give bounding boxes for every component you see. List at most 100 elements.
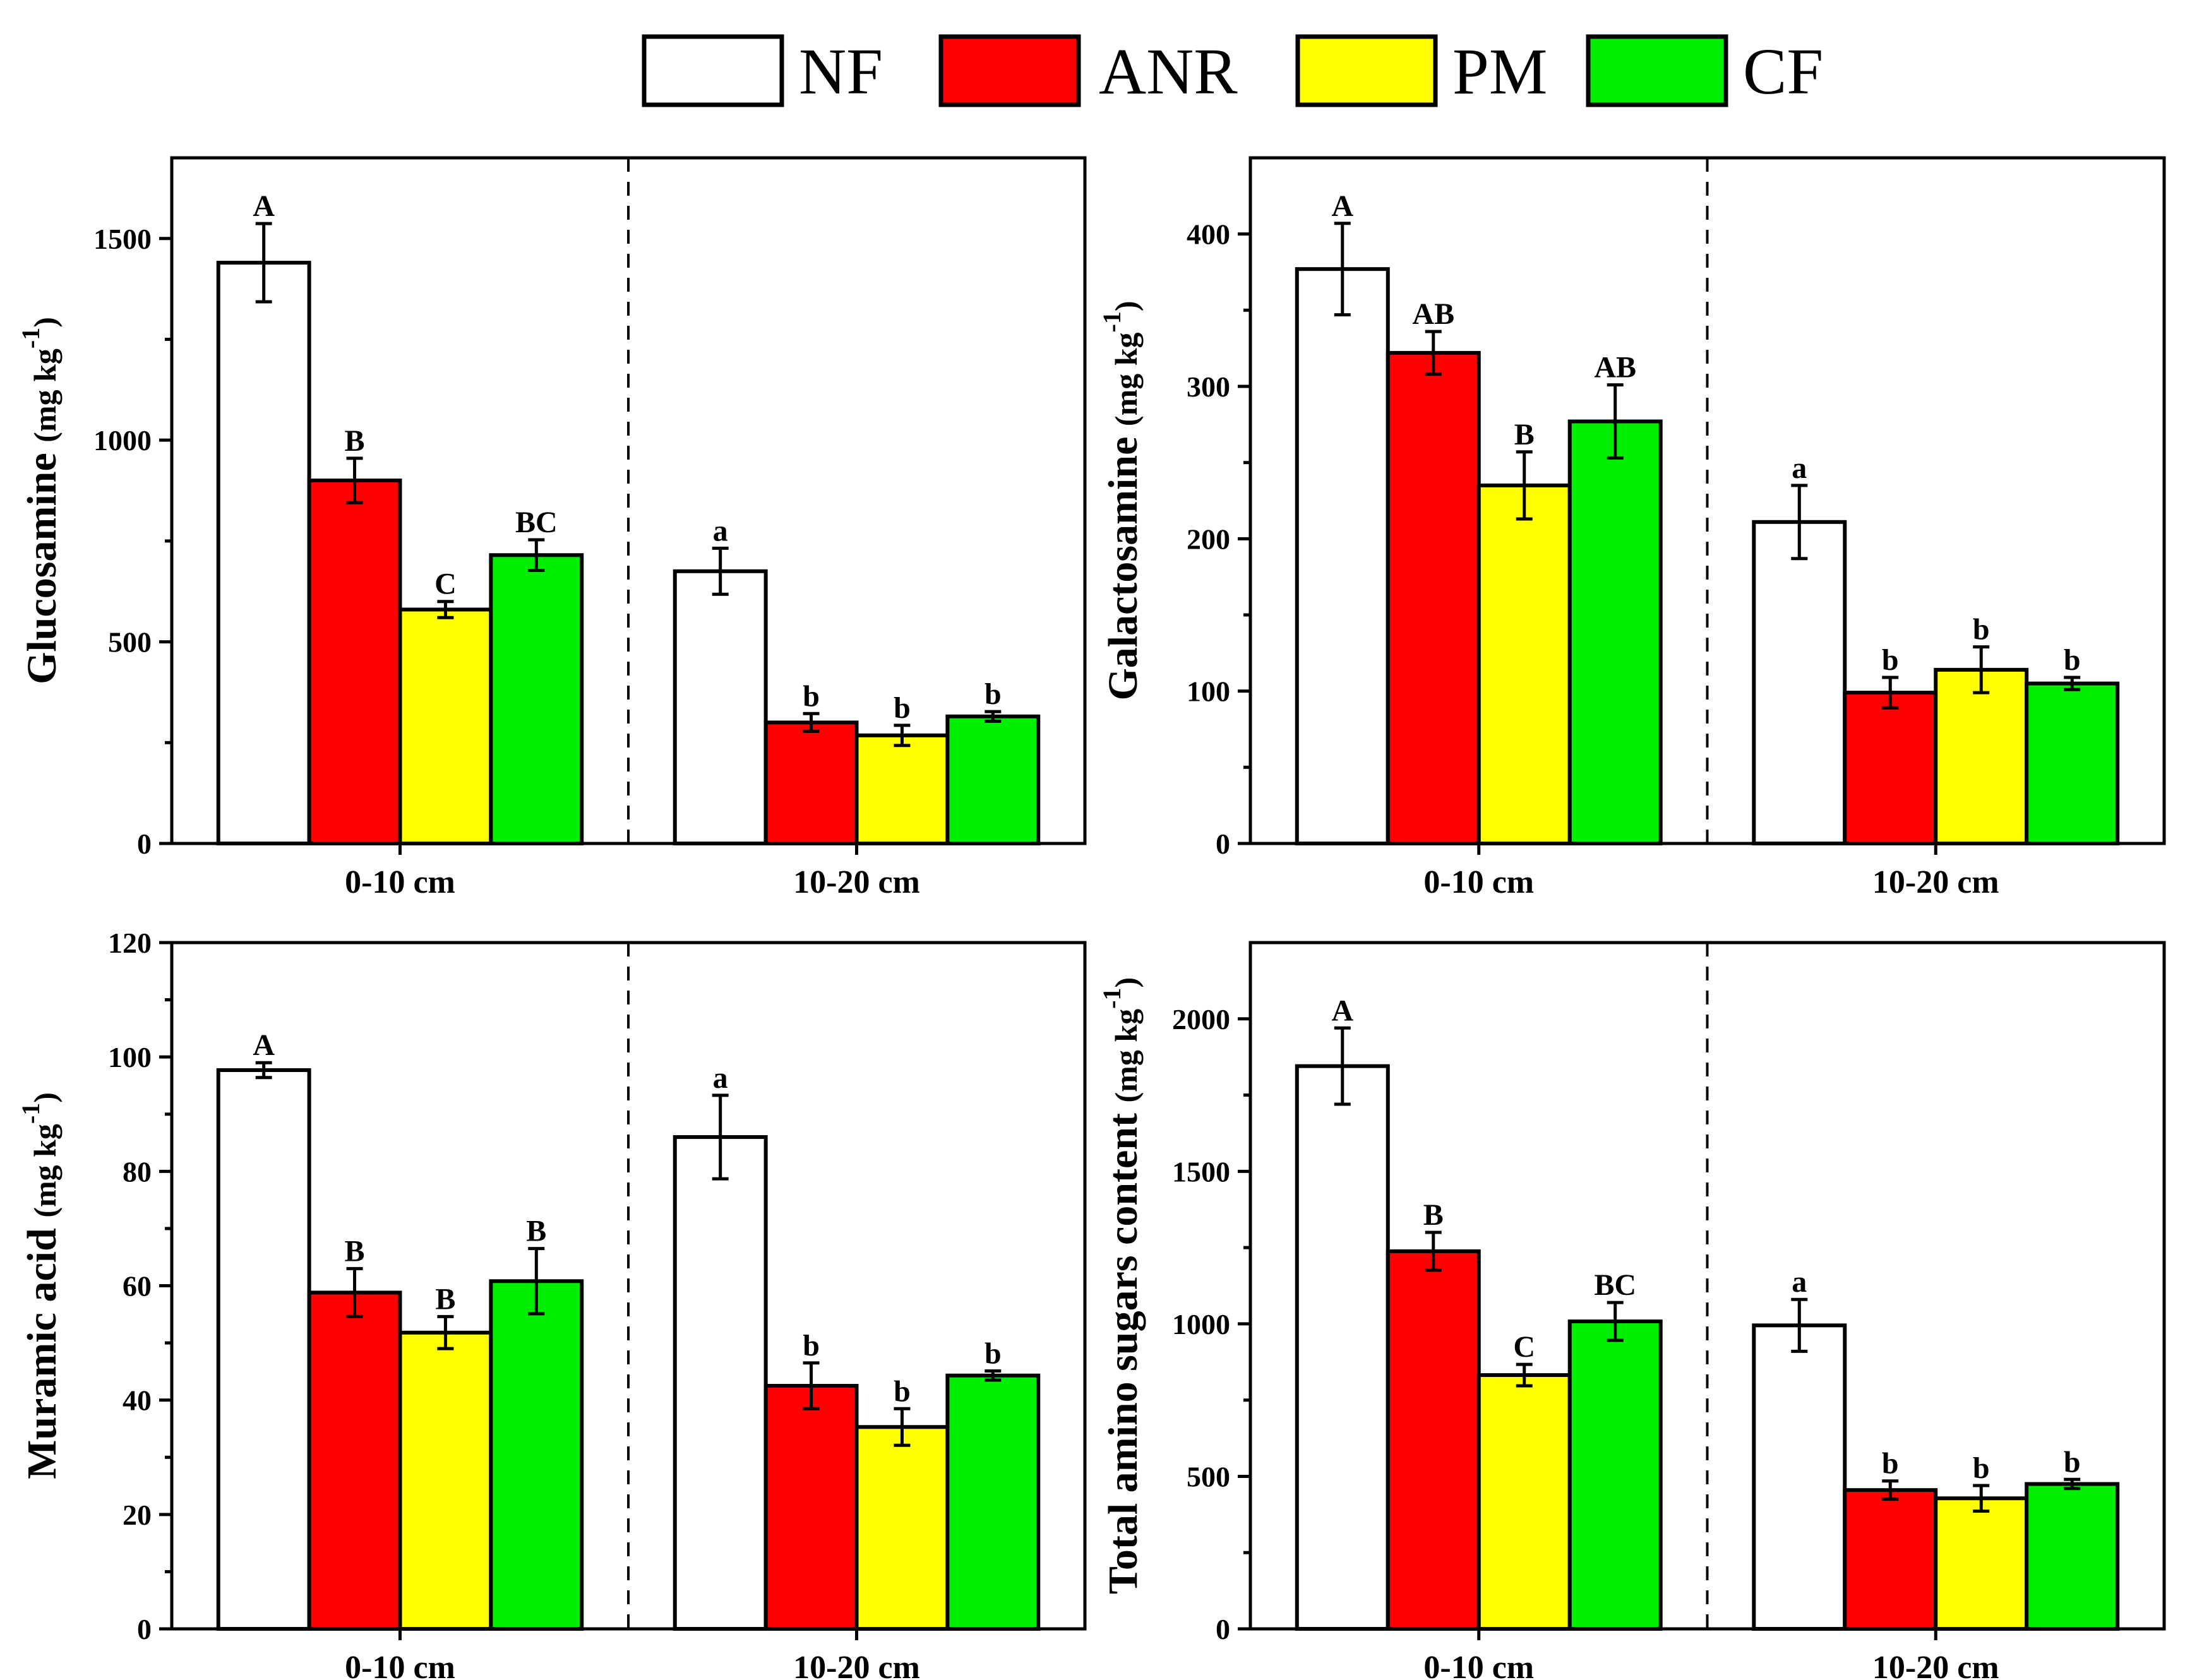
y-axis-title: Total amino sugars content (mg kg-1) — [1098, 977, 1146, 1594]
bar-nf — [216, 1068, 311, 1631]
y-tick-label: 1000 — [93, 424, 152, 456]
bar-pm — [1476, 483, 1572, 845]
bar-cf — [1567, 419, 1663, 845]
y-tick-label: 80 — [123, 1155, 152, 1188]
bar-anr — [307, 1290, 402, 1631]
significance-letter: b — [985, 1337, 1002, 1370]
y-axis-title-main: Muramic acid — [19, 1218, 65, 1479]
y-tick-label: 1000 — [1172, 1308, 1230, 1340]
significance-letter: C — [434, 568, 457, 601]
significance-letter: BC — [1594, 1268, 1636, 1302]
galactosamine-chart: 0 100 200 300 400 0-10 cm 10-20 cm A AB B AB a b b b Ga… — [1098, 156, 2166, 900]
bar-anr — [1386, 350, 1481, 845]
bar-nf — [216, 261, 311, 845]
bar-pm — [1934, 1496, 2029, 1631]
legend-label-nf: NF — [799, 35, 883, 108]
y-tick-label: 1500 — [93, 223, 152, 255]
significance-letter: a — [1792, 1265, 1807, 1299]
muramic-acid-chart: 0 20 40 60 80 100 120 0-10 cm 10-20 cm A B B Ba b b b Mu… — [16, 927, 1087, 1680]
y-axis-title-exponent: -1 — [1098, 311, 1126, 332]
y-tick-label: 2000 — [1172, 1003, 1230, 1035]
significance-letter: b — [803, 1329, 820, 1362]
y-tick-label: 1500 — [1172, 1155, 1230, 1188]
significance-letter: b — [2064, 1445, 2081, 1479]
bar-anr — [763, 1384, 859, 1631]
y-axis-title-close: ) — [27, 317, 63, 328]
bar-pm — [398, 1330, 493, 1631]
significance-letter: b — [1973, 613, 1990, 646]
y-tick-label: 200 — [1187, 523, 1230, 555]
y-tick-label: 20 — [123, 1499, 152, 1531]
bar-nf — [1295, 1064, 1390, 1631]
significance-letter: a — [713, 514, 728, 547]
y-tick-label: 0 — [137, 1613, 152, 1645]
x-tick-label: 0-10 cm — [1423, 1650, 1534, 1680]
legend-label-pm: PM — [1452, 35, 1547, 108]
significance-letter: b — [894, 1374, 911, 1408]
bar-cf — [2025, 1482, 2120, 1631]
significance-letter: B — [435, 1282, 455, 1316]
x-tick-label: 10-20 cm — [793, 864, 920, 900]
legend-swatch-anr — [938, 34, 1081, 107]
y-axis-title: Galactosamine (mg kg-1) — [1098, 301, 1146, 700]
significance-letter: A — [1331, 189, 1353, 223]
y-axis-title-close: ) — [1108, 301, 1144, 311]
significance-letter: AB — [1412, 297, 1454, 331]
significance-letter: b — [894, 691, 911, 725]
significance-letter: b — [2064, 643, 2081, 677]
y-tick-label: 0 — [1216, 828, 1230, 860]
y-tick-label: 120 — [108, 927, 152, 959]
y-axis-title-unit: (mg kg — [1108, 1009, 1144, 1103]
significance-letter: B — [345, 424, 365, 458]
y-axis-title-close: ) — [1108, 977, 1144, 988]
y-axis-title-exponent: -1 — [1098, 988, 1126, 1009]
x-tick-label: 10-20 cm — [1872, 864, 1999, 900]
legend-label-anr: ANR — [1099, 35, 1238, 108]
bar-nf — [1752, 520, 1847, 846]
bar-anr — [763, 720, 859, 845]
y-tick-label: 0 — [137, 828, 152, 860]
significance-letter: BC — [515, 506, 558, 539]
significance-letter: b — [1882, 643, 1899, 677]
y-axis-title-unit: (mg kg — [1108, 332, 1144, 426]
y-tick-label: 500 — [108, 626, 152, 658]
bar-anr — [1843, 691, 1938, 845]
bar-nf — [673, 569, 768, 845]
significance-letter: B — [1423, 1198, 1444, 1232]
y-tick-label: 500 — [1187, 1460, 1230, 1492]
bar-anr — [307, 479, 402, 845]
bar-cf — [489, 553, 584, 845]
significance-letter: A — [1331, 994, 1353, 1027]
bar-cf — [2025, 681, 2120, 845]
y-axis-title-exponent: -1 — [16, 1103, 45, 1124]
y-axis-title-main: Total amino sugars content — [1100, 1102, 1146, 1594]
legend-swatch-nf — [642, 34, 784, 107]
y-tick-label: 0 — [1216, 1613, 1230, 1645]
significance-letter: C — [1513, 1330, 1535, 1364]
bar-cf — [945, 714, 1041, 846]
y-axis-title-unit: (mg kg — [27, 349, 63, 443]
bar-anr — [1386, 1249, 1481, 1631]
y-tick-label: 100 — [108, 1041, 152, 1073]
significance-letter: b — [1973, 1451, 1990, 1485]
legend-swatch-pm — [1295, 34, 1438, 107]
significance-letter: B — [345, 1234, 365, 1268]
significance-letter: b — [985, 677, 1002, 711]
bar-pm — [398, 607, 493, 845]
x-tick-label: 0-10 cm — [345, 1650, 455, 1680]
legend: NF ANR PM CF — [642, 34, 1823, 108]
legend-swatch-cf — [1586, 34, 1728, 107]
y-axis-title-exponent: -1 — [16, 328, 45, 349]
y-axis-title: Glucosamine (mg kg-1) — [16, 317, 65, 684]
significance-letter: A — [253, 189, 275, 223]
significance-letter: b — [1882, 1447, 1899, 1480]
y-tick-label: 40 — [123, 1385, 152, 1417]
bar-pm — [854, 733, 950, 845]
legend-label-cf: CF — [1743, 35, 1823, 108]
bar-pm — [854, 1425, 950, 1631]
y-tick-label: 300 — [1187, 371, 1230, 403]
bar-pm — [1934, 667, 2029, 845]
bar-cf — [945, 1373, 1041, 1631]
